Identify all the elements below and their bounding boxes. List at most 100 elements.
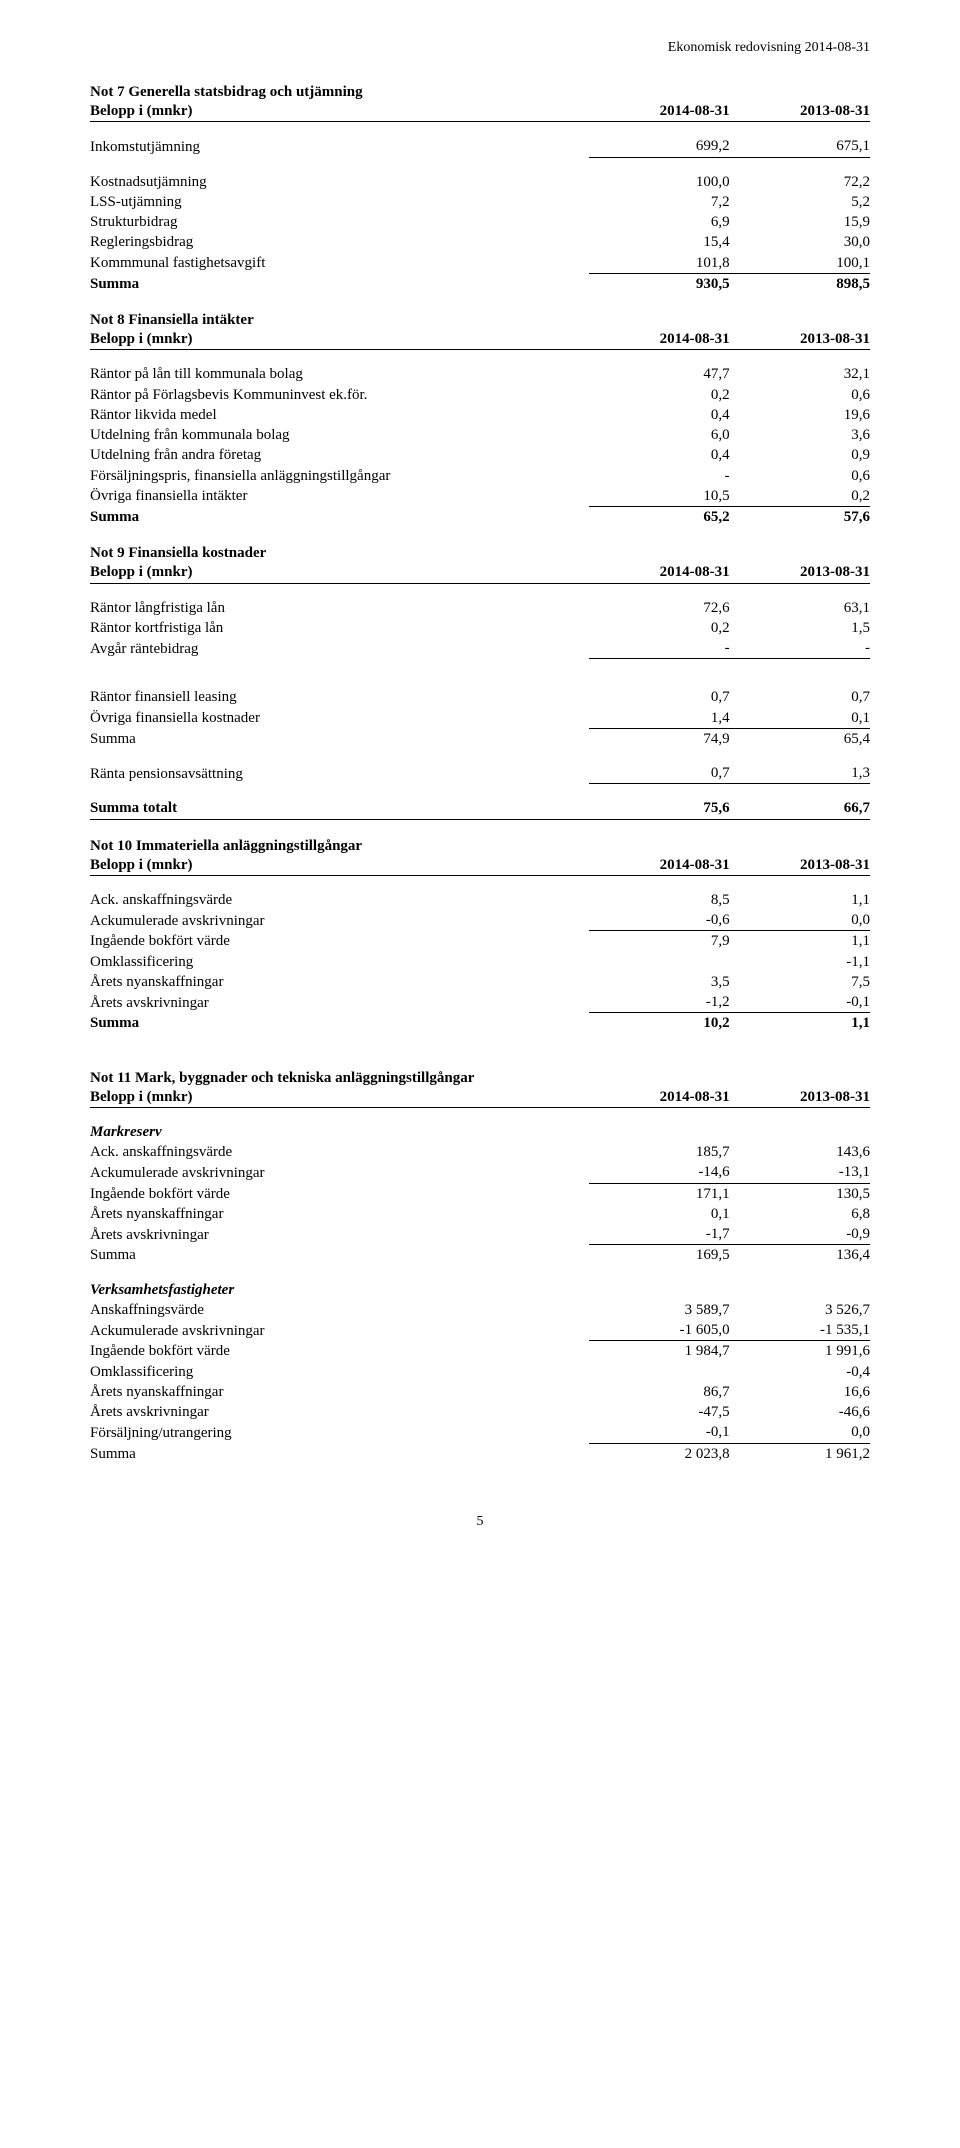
row-label: Räntor likvida medel [90,405,589,425]
row-value-1: -1,2 [589,992,729,1013]
row-value-2: 1,5 [730,618,870,638]
row-label: Kostnadsutjämning [90,172,589,192]
row-label: Ingående bokfört värde [90,931,589,952]
table-row: Ackumulerade avskrivningar-1 605,0-1 535… [90,1320,870,1341]
row-value-1: 15,4 [589,232,729,252]
row-value-1: 3,5 [589,972,729,992]
row-value-1: 171,1 [589,1183,729,1204]
row-value-2: 3 526,7 [730,1300,870,1320]
row-label: Övriga finansiella intäkter [90,486,589,507]
header-col2: 2013-08-31 [730,1087,870,1108]
table-row: Ackumulerade avskrivningar-0,60,0 [90,910,870,931]
table-row: Kommmunal fastighetsavgift101,8100,1 [90,253,870,274]
header-col1: 2014-08-31 [589,855,729,876]
row-value-1 [589,952,729,972]
header-row: Belopp i (mnkr)2014-08-312013-08-31 [90,101,870,122]
row-value-2: 0,7 [730,687,870,707]
table-row: Räntor långfristiga lån72,663,1 [90,598,870,618]
table-row: Övriga finansiella intäkter10,50,2 [90,486,870,507]
row-value-1: 1,4 [589,708,729,729]
row-label: Summa [90,1245,589,1266]
row-label: Räntor på lån till kommunala bolag [90,364,589,384]
row-value-2: 0,1 [730,708,870,729]
row-value-1: 699,2 [589,136,729,157]
table-row: Räntor likvida medel0,419,6 [90,405,870,425]
row-value-2: -0,9 [730,1224,870,1245]
row-value-1: 169,5 [589,1245,729,1266]
row-value-1: 6,0 [589,425,729,445]
header-col2: 2013-08-31 [730,855,870,876]
table-row: Ingående bokfört värde171,1130,5 [90,1183,870,1204]
spacer-row [90,583,870,598]
row-label: Summa totalt [90,798,589,819]
row-label: Räntor långfristiga lån [90,598,589,618]
table-row: Årets avskrivningar-1,2-0,1 [90,992,870,1013]
row-label: Summa [90,1013,589,1034]
table-row: Regleringsbidrag15,430,0 [90,232,870,252]
header-label: Belopp i (mnkr) [90,562,589,583]
spacer-row [90,659,870,688]
row-label: Regleringsbidrag [90,232,589,252]
row-value-1: 101,8 [589,253,729,274]
table-row: Försäljning/utrangering-0,10,0 [90,1422,870,1443]
row-value-1: 930,5 [589,273,729,294]
not9-title: Not 9 Finansiella kostnader [90,545,870,562]
table-row: Utdelning från kommunala bolag6,03,6 [90,425,870,445]
row-value-1: -47,5 [589,1402,729,1422]
row-value-1: 0,7 [589,763,729,784]
header-col1: 2014-08-31 [589,1087,729,1108]
table-row: Årets nyanskaffningar86,716,6 [90,1382,870,1402]
table-row: Inkomstutjämning699,2675,1 [90,136,870,157]
row-value-1: 8,5 [589,890,729,910]
row-label: Summa [90,273,589,294]
row-value-1: 185,7 [589,1142,729,1162]
spacer-row [90,157,870,172]
header-row: Belopp i (mnkr)2014-08-312013-08-31 [90,855,870,876]
row-label: Räntor finansiell leasing [90,687,589,707]
table-row: Summa74,965,4 [90,728,870,749]
row-value-2: 6,8 [730,1204,870,1224]
row-value-1: 7,9 [589,931,729,952]
row-value-1: 0,7 [589,687,729,707]
row-value-2: 5,2 [730,192,870,212]
row-value-1: 1 984,7 [589,1341,729,1362]
row-value-2: 136,4 [730,1245,870,1266]
row-value-1: 2 023,8 [589,1443,729,1464]
header-col1: 2014-08-31 [589,562,729,583]
row-label: Kommmunal fastighetsavgift [90,253,589,274]
header-col2: 2013-08-31 [730,101,870,122]
header-label: Belopp i (mnkr) [90,101,589,122]
row-label: Ingående bokfört värde [90,1341,589,1362]
not8-table: Belopp i (mnkr)2014-08-312013-08-31Ränto… [90,329,870,527]
row-value-1: -0,1 [589,1422,729,1443]
row-value-1: 6,9 [589,212,729,232]
row-value-2: 100,1 [730,253,870,274]
row-value-1: 72,6 [589,598,729,618]
row-value-2: -46,6 [730,1402,870,1422]
table-row: Omklassificering-0,4 [90,1362,870,1382]
row-value-1: 0,2 [589,618,729,638]
row-value-1: - [589,638,729,659]
row-value-2: 675,1 [730,136,870,157]
spacer-row [90,350,870,365]
row-value-1: 0,4 [589,405,729,425]
row-label: Övriga finansiella kostnader [90,708,589,729]
row-label: Avgår räntebidrag [90,638,589,659]
row-value-1: -14,6 [589,1162,729,1183]
row-value-2: 19,6 [730,405,870,425]
row-label: Ackumulerade avskrivningar [90,1320,589,1341]
row-label: Utdelning från andra företag [90,445,589,465]
row-value-2: 0,6 [730,385,870,405]
row-value-2: 0,0 [730,910,870,931]
page-number: 5 [90,1514,870,1530]
table-row: Summa930,5898,5 [90,273,870,294]
spacer-row [90,749,870,763]
row-value-1: 100,0 [589,172,729,192]
row-value-2: 7,5 [730,972,870,992]
row-value-2: 1,3 [730,763,870,784]
row-value-2: -0,1 [730,992,870,1013]
row-label: Ack. anskaffningsvärde [90,890,589,910]
row-label: Försäljning/utrangering [90,1422,589,1443]
row-value-2: 1 991,6 [730,1341,870,1362]
table-row: Ack. anskaffningsvärde185,7143,6 [90,1142,870,1162]
